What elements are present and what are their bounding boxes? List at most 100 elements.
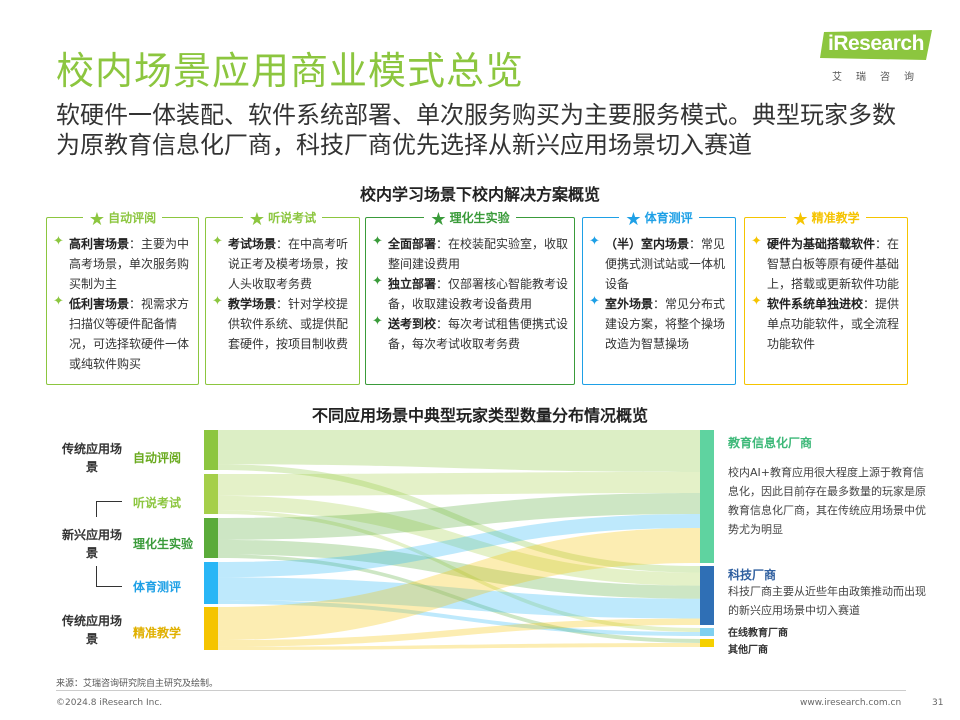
scene-label-precision-teaching: 精准教学 — [133, 626, 182, 640]
sparkle-icon: ✦ — [212, 294, 223, 309]
player-desc-tech: 科技厂商主要从近些年由政策推动而出现的新兴应用场景中切入赛道 — [728, 585, 926, 617]
card-item-text: ：提供单点功能软件，或全流程功能软件 — [767, 297, 900, 351]
player-title-other: 其他厂商 — [728, 645, 768, 656]
sparkle-icon: ✦ — [372, 314, 383, 329]
star-icon: ★ — [792, 209, 809, 230]
sankey-node-scene — [204, 562, 218, 604]
card-item-text: ：针对学校提供软件系统、或提供配套硬件，按项目制收费 — [228, 297, 349, 351]
card-item-head: 全面部署 — [388, 237, 437, 251]
sankey-flow — [218, 493, 700, 540]
page-number: 31 — [932, 698, 944, 708]
website-link[interactable]: www.iresearch.com.cn — [800, 698, 902, 708]
card-item: ✦ 硬件为基础搭载软件：在智慧白板等原有硬件基础上，搭载或更新软件功能 — [751, 234, 903, 294]
card-body: ✦ 高利害场景：主要为中高考场景，单次服务购买制为主 ✦ 低利害场景：视需求方扫描仪等… — [53, 234, 194, 374]
logo-brand: iResearch — [828, 32, 924, 55]
sankey-node-player — [700, 566, 714, 625]
card-item-text: ：常见分布式建设方案，将整个操场改造为智慧操场 — [605, 297, 726, 351]
card-item: ✦ 室外场景：常见分布式建设方案，将整个操场改造为智慧操场 — [589, 294, 731, 354]
group-label-traditional-bottom: 传统应用场景 — [61, 614, 122, 646]
sankey-flow — [218, 618, 700, 647]
sparkle-icon: ✦ — [212, 234, 223, 249]
section-title-solutions: 校内学习场景下校内解决方案概览 — [359, 185, 600, 204]
card-precision-teaching: ★ 精准教学 ✦ 硬件为基础搭载软件：在智慧白板等原有硬件基础上，搭载或更新软件功能 ✦… — [744, 209, 908, 385]
card-body: ✦ （半）室内场景：常见便携式测试站或一体机设备 ✦ 室外场景：常见分布式建设方案，将… — [589, 234, 731, 354]
sankey-flow — [218, 495, 700, 586]
card-item-head: 低利害场景 — [69, 297, 130, 311]
sankey-node-scene — [204, 430, 218, 470]
card-listening-speaking: ★ 听说考试 ✦ 考试场景：在中高考听说正考及模考场景，按人头收取考务费 ✦ 教学场景：针… — [205, 209, 360, 385]
sankey-node-scene — [204, 607, 218, 650]
source-note: 来源：艾瑞咨询研究院自主研究及绘制。 — [56, 679, 219, 689]
card-header: ★ 理化生实验 — [424, 209, 516, 230]
card-item: ✦ 低利害场景：视需求方扫描仪等硬件配备情况，可选择软硬件一体或纯软件购买 — [53, 294, 194, 374]
page-title: 校内场景应用商业模式总览 — [56, 49, 525, 93]
card-item: ✦ 高利害场景：主要为中高考场景，单次服务购买制为主 — [53, 234, 194, 294]
sankey-node-player — [700, 639, 714, 647]
card-item: ✦ 独立部署：仅部署核心智能教考设备，收取建设教考设备费用 — [372, 274, 570, 314]
group-label-emerging: 新兴应用场景 — [61, 528, 122, 560]
card-body: ✦ 硬件为基础搭载软件：在智慧白板等原有硬件基础上，搭载或更新软件功能 ✦ 软件系统单… — [751, 234, 903, 354]
logo-shape — [820, 30, 932, 60]
star-icon: ★ — [88, 209, 106, 230]
card-item-head: （半）室内场景 — [605, 237, 690, 251]
section-title-distribution: 不同应用场景中典型玩家类型数量分布情况概览 — [311, 406, 648, 425]
card-item-head: 考试场景 — [228, 237, 277, 251]
sankey-flow — [218, 472, 700, 496]
sankey-node-player — [700, 628, 714, 636]
group-label-traditional-top: 传统应用场景 — [61, 442, 122, 474]
card-item-head: 硬件为基础搭载软件 — [767, 237, 876, 251]
sparkle-icon: ✦ — [751, 294, 762, 309]
player-title-edu-info: 教育信息化厂商 — [728, 436, 813, 450]
star-icon: ★ — [248, 209, 266, 230]
card-lab-experiment: ★ 理化生实验 ✦ 全面部署：在校装配实验室，收取整间建设费用 ✦ 独立部署：仅部署核心智… — [365, 209, 575, 385]
card-item: ✦ （半）室内场景：常见便携式测试站或一体机设备 — [589, 234, 731, 294]
card-item: ✦ 教学场景：针对学校提供软件系统、或提供配套硬件，按项目制收费 — [212, 294, 355, 354]
card-item: ✦ 考试场景：在中高考听说正考及模考场景，按人头收取考务费 — [212, 234, 355, 294]
card-item-text: ：仅部署核心智能教考设备，收取建设教考设备费用 — [388, 277, 569, 311]
card-header: ★ 体育测评 — [619, 209, 699, 230]
card-item: ✦ 软件系统单独进校：提供单点功能软件，或全流程功能软件 — [751, 294, 903, 354]
scene-label-pe-testing: 体育测评 — [133, 580, 182, 594]
sparkle-icon: ✦ — [372, 234, 383, 249]
card-title: 精准教学 — [811, 211, 860, 225]
card-item-head: 教学场景 — [228, 297, 277, 311]
card-header: ★ 自动评阅 — [82, 209, 163, 230]
card-item-text: ：在智慧白板等原有硬件基础上，搭载或更新软件功能 — [767, 237, 900, 291]
player-title-tech: 科技厂商 — [728, 568, 777, 582]
logo-subtitle: 艾瑞咨询 — [832, 72, 928, 83]
card-body: ✦ 全面部署：在校装配实验室，收取整间建设费用 ✦ 独立部署：仅部署核心智能教考设备，… — [372, 234, 570, 354]
sankey-flow — [218, 539, 700, 599]
card-item-text: ：每次考试租售便携式设备，每次考试收取考务费 — [388, 317, 569, 351]
card-item-head: 高利害场景 — [69, 237, 130, 251]
sparkle-icon: ✦ — [589, 234, 600, 249]
sankey-flow — [218, 464, 700, 573]
card-item: ✦ 送考到校：每次考试租售便携式设备，每次考试收取考务费 — [372, 314, 570, 354]
sparkle-icon: ✦ — [53, 294, 64, 309]
bracket-line-bottom-h — [96, 586, 122, 587]
sankey-flow — [218, 510, 700, 632]
bracket-line-bottom — [96, 566, 97, 586]
sparkle-icon: ✦ — [53, 234, 64, 249]
bracket-line-top-h — [96, 501, 122, 502]
scene-label-lab-experiment: 理化生实验 — [133, 537, 194, 551]
scene-label-auto-grading: 自动评阅 — [133, 451, 182, 465]
player-desc-edu-info: 校内AI+教育应用很大程度上源于教育信息化，因此目前存在最多数量的玩家是原教育信… — [728, 466, 926, 536]
footer-divider — [56, 690, 906, 691]
card-item-text: ：常见便携式测试站或一体机设备 — [605, 237, 726, 291]
copyright: ©2024.8 iResearch Inc. — [56, 698, 163, 708]
card-header: ★ 听说考试 — [242, 209, 323, 230]
page-subtitle: 软硬件一体装配、软件系统部署、单次服务购买为主要服务模式。典型玩家多数为原教育信… — [56, 101, 896, 159]
sparkle-icon: ✦ — [589, 294, 600, 309]
card-title: 自动评阅 — [108, 211, 157, 225]
star-icon: ★ — [430, 209, 447, 230]
sankey-node-scene — [204, 474, 218, 514]
card-item-text: ：在校装配实验室，收取整间建设费用 — [388, 237, 569, 271]
card-item-head: 软件系统单独进校 — [767, 297, 864, 311]
card-header: ★ 精准教学 — [786, 209, 866, 230]
sankey-flow — [218, 554, 700, 643]
scene-label-listening-speaking: 听说考试 — [133, 496, 182, 510]
sankey-flow — [218, 600, 700, 636]
card-title: 体育测评 — [644, 211, 693, 225]
sankey-flow — [218, 430, 700, 472]
